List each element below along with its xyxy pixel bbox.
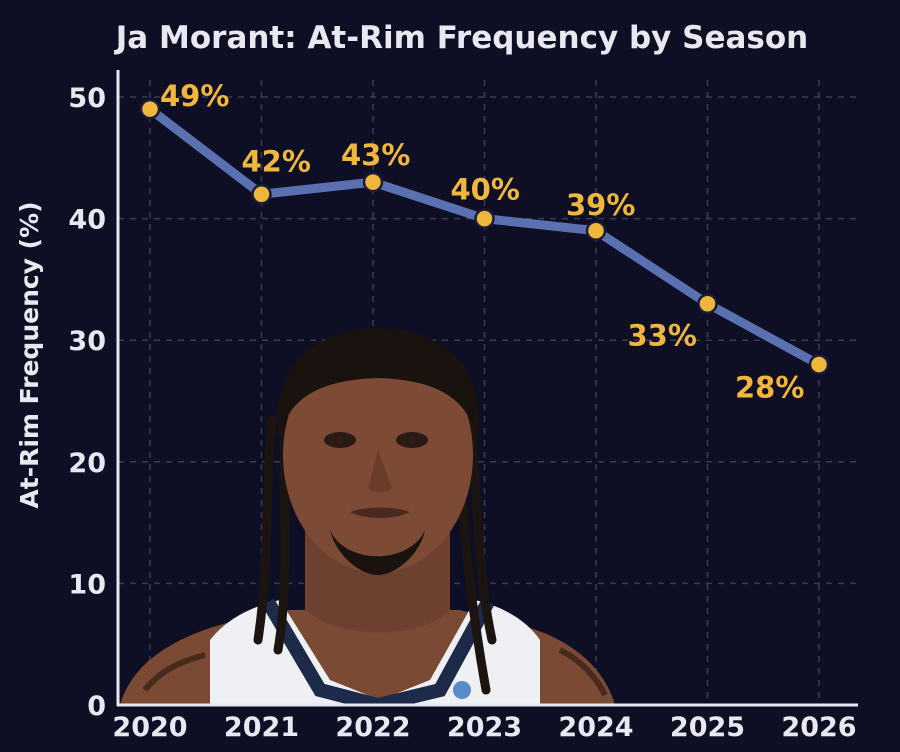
- axes: [116, 70, 858, 707]
- player-tattoo: [142, 647, 608, 697]
- data-point: [251, 184, 272, 205]
- player-jersey: [210, 600, 540, 705]
- x-tick-label: 2026: [781, 712, 856, 743]
- y-tick-label: 0: [87, 691, 106, 722]
- y-tick-label: 20: [68, 448, 106, 479]
- x-tick-label: 2025: [670, 712, 745, 743]
- player-jersey-trim: [261, 598, 495, 705]
- chart-title: Ja Morant: At-Rim Frequency by Season: [114, 20, 808, 56]
- player-eye-right: [396, 432, 428, 448]
- data-point: [697, 293, 718, 314]
- player-hair-back: [253, 415, 497, 695]
- data-point: [362, 171, 384, 193]
- data-label: 33%: [628, 319, 697, 353]
- y-axis-label: At-Rim Frequency (%): [15, 201, 44, 508]
- data-point: [585, 220, 607, 242]
- data-label: 28%: [735, 371, 804, 405]
- data-label: 43%: [341, 138, 410, 172]
- data-label: 40%: [451, 173, 520, 207]
- data-label: 39%: [566, 188, 635, 222]
- data-point: [808, 354, 830, 375]
- data-point: [474, 208, 495, 229]
- y-tick-label: 10: [68, 569, 106, 600]
- markers: [139, 98, 830, 375]
- x-tick-label: 2020: [112, 712, 187, 743]
- x-tick-label: 2024: [558, 712, 633, 743]
- y-tick-label: 50: [68, 83, 106, 114]
- y-tick-label: 40: [68, 205, 106, 236]
- data-label: 49%: [160, 79, 229, 113]
- player-hair: [276, 328, 480, 440]
- data-point: [139, 98, 161, 120]
- player-eye-left: [324, 432, 356, 448]
- player-beard: [330, 530, 425, 575]
- data-label: 42%: [242, 144, 311, 178]
- x-ticks: 2020 2021 2022 2023 2024 2025 2026: [112, 712, 856, 743]
- x-tick-label: 2023: [447, 712, 522, 743]
- data-labels: 49% 42% 43% 40% 39% 33% 28%: [160, 79, 804, 404]
- x-tick-label: 2021: [224, 712, 299, 743]
- player-nose: [368, 450, 392, 493]
- y-tick-label: 30: [68, 326, 106, 357]
- player-mouth: [350, 507, 410, 518]
- player-headshot-image: [120, 328, 615, 705]
- y-ticks: 0 10 20 30 40 50: [68, 83, 106, 722]
- jersey-logo: [453, 681, 471, 699]
- x-tick-label: 2022: [335, 712, 410, 743]
